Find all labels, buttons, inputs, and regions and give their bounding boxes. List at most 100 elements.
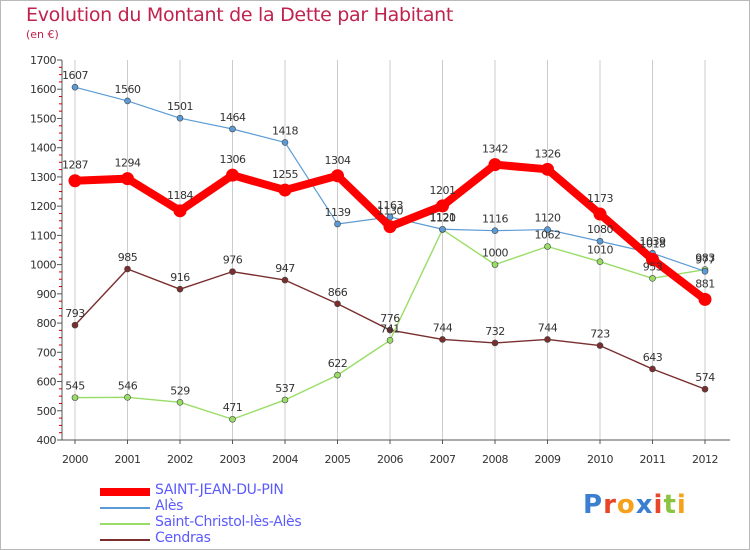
data-point (491, 261, 499, 268)
x-tick-label: 2012 (692, 453, 718, 466)
y-tick-label: 1700 (30, 54, 56, 67)
data-point (386, 337, 394, 344)
data-label: 1062 (535, 228, 561, 241)
x-tick-label: 2002 (167, 453, 193, 466)
x-tick-label: 2003 (220, 453, 246, 466)
y-tick-label: 400 (37, 434, 57, 447)
data-point (646, 252, 659, 266)
data-point (124, 265, 131, 273)
logo-letter: x (635, 490, 654, 520)
data-point (71, 83, 79, 91)
data-label: 1173 (587, 192, 613, 205)
legend-label: Cendras (155, 530, 211, 546)
data-label: 985 (118, 251, 138, 264)
data-label: 1201 (430, 184, 456, 197)
data-label: 1116 (482, 213, 508, 226)
data-label: 1342 (482, 143, 508, 156)
y-tick-label: 1100 (30, 229, 56, 242)
data-point (701, 268, 709, 275)
data-point (281, 396, 289, 404)
data-label: 1294 (115, 157, 141, 170)
data-label: 947 (275, 262, 295, 275)
data-point (596, 237, 604, 245)
data-point (121, 172, 134, 186)
logo-letter: i (676, 490, 687, 520)
y-tick-label: 900 (37, 288, 57, 301)
x-tick-label: 2008 (482, 453, 508, 466)
data-point (281, 276, 289, 284)
data-point (439, 225, 446, 233)
proxiti-logo: Proxiti (583, 490, 687, 520)
x-tick-label: 2007 (430, 453, 456, 466)
data-point (596, 258, 604, 265)
data-label: 1607 (62, 69, 88, 82)
data-point (281, 139, 289, 146)
data-point (334, 220, 341, 228)
data-point (439, 336, 446, 343)
data-label: 1120 (535, 212, 561, 225)
x-tick-label: 2000 (62, 453, 88, 466)
data-point (386, 213, 394, 221)
data-label: 529 (170, 384, 190, 397)
y-tick-label: 1400 (30, 142, 56, 155)
data-label: 546 (118, 379, 138, 392)
data-point (488, 158, 502, 172)
data-point (386, 326, 394, 334)
data-point (596, 342, 604, 349)
data-label: 744 (433, 321, 453, 334)
x-tick-label: 2011 (640, 453, 666, 466)
data-label: 976 (223, 254, 243, 267)
data-label: 741 (380, 322, 400, 335)
data-label: 983 (695, 252, 715, 265)
logo-letter: i (653, 490, 664, 520)
logo-letter: P (583, 490, 604, 520)
y-tick-label: 1300 (30, 171, 56, 184)
data-point (176, 285, 184, 293)
data-label: 916 (170, 271, 190, 284)
data-point (176, 398, 184, 406)
data-label: 1163 (377, 199, 403, 212)
logo-letter: o (616, 490, 636, 520)
data-point (649, 365, 656, 373)
data-point (491, 339, 499, 347)
legend-swatch (100, 539, 150, 541)
y-tick-label: 1500 (30, 112, 56, 125)
data-label: 471 (223, 401, 243, 414)
data-point (229, 415, 236, 423)
data-point (383, 220, 397, 234)
data-label: 1326 (535, 147, 561, 160)
y-tick-label: 700 (37, 346, 57, 359)
data-point (544, 336, 551, 343)
data-label: 866 (328, 286, 348, 299)
data-label: 776 (380, 312, 400, 325)
data-label: 622 (328, 357, 348, 370)
data-label: 1010 (587, 244, 613, 257)
chart-title: Evolution du Montant de la Dette par Hab… (26, 4, 454, 26)
data-label: 793 (65, 307, 85, 320)
legend-label: SAINT-JEAN-DU-PIN (155, 482, 284, 498)
line-chart: 400 500 600 700 800 900 1000 1100 1200 1300 1400 15… (30, 54, 730, 466)
data-label: 1139 (325, 206, 351, 219)
data-label: 1018 (640, 237, 666, 250)
data-label: 732 (485, 325, 505, 338)
data-point (544, 226, 551, 233)
data-label: 1184 (167, 189, 193, 202)
data-label: 744 (538, 321, 558, 334)
data-label: 574 (695, 371, 715, 384)
data-point (124, 97, 131, 105)
legend-swatch (100, 523, 150, 525)
data-label: 1039 (640, 235, 666, 248)
data-point (226, 168, 239, 182)
x-tick-label: 2005 (325, 453, 351, 466)
legend-label: Saint-Christol-lès-Alès (155, 514, 302, 530)
data-label: 1255 (272, 168, 298, 181)
x-tick-label: 2006 (377, 453, 403, 466)
data-point (71, 394, 79, 401)
data-point (176, 114, 184, 122)
x-tick-label: 2004 (272, 453, 298, 466)
data-point (68, 174, 82, 188)
data-label: 1304 (325, 154, 351, 167)
y-tick-label: 1600 (30, 83, 56, 96)
logo-letter: r (603, 490, 617, 520)
data-label: 977 (695, 253, 715, 266)
